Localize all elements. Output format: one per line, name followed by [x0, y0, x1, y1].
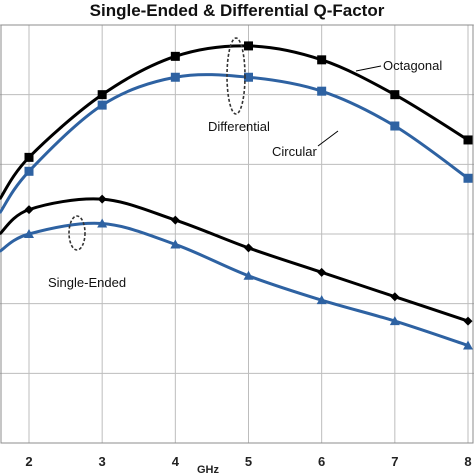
data-point	[463, 316, 473, 326]
x-axis-label: GHz	[197, 464, 220, 474]
data-point	[170, 215, 180, 225]
differential-ellipse	[226, 37, 246, 115]
x-tick-label: 7	[391, 454, 398, 469]
x-tick-label: 5	[245, 454, 252, 469]
series-single-ended-2	[0, 194, 473, 326]
data-point	[390, 292, 400, 302]
series-line	[0, 221, 469, 347]
circular-leader	[317, 130, 339, 147]
data-point	[97, 90, 107, 100]
data-point	[24, 205, 34, 215]
data-point	[170, 51, 180, 61]
data-point	[463, 340, 473, 350]
series-circular	[0, 72, 473, 214]
series-single-ended-3	[0, 218, 473, 350]
series-octagonal	[0, 41, 473, 201]
data-point	[316, 295, 327, 305]
data-point	[317, 86, 327, 96]
data-point	[463, 135, 473, 145]
data-point	[317, 55, 327, 65]
data-point	[97, 100, 107, 110]
x-tick-label: 6	[318, 454, 325, 469]
data-point	[24, 229, 34, 238]
data-point	[24, 152, 34, 162]
x-tick-label: 2	[25, 454, 32, 469]
data-point	[317, 267, 327, 277]
data-point	[390, 90, 400, 100]
data-point	[389, 316, 400, 326]
data-point	[243, 270, 254, 280]
series-line	[0, 197, 469, 323]
series-layer	[0, 41, 473, 350]
data-point	[97, 194, 107, 204]
x-tick-label: 4	[172, 454, 180, 469]
grid	[0, 24, 474, 443]
tick-labels: 2 3 4 5 6 7 8 GHz	[25, 454, 471, 474]
octagonal-label: Octagonal	[383, 58, 442, 73]
data-point	[463, 173, 473, 183]
single-ended-ellipse	[68, 215, 86, 251]
x-tick-label: 8	[464, 454, 471, 469]
data-point	[244, 243, 253, 253]
data-point	[390, 121, 400, 131]
x-tick-label: 3	[99, 454, 106, 469]
single-ended-label: Single-Ended	[48, 275, 126, 290]
data-point	[170, 239, 181, 249]
data-point	[97, 218, 108, 228]
chart-title: Single-Ended & Differential Q-Factor	[89, 1, 385, 20]
differential-label: Differential	[208, 119, 270, 134]
data-point	[170, 72, 180, 82]
circular-label: Circular	[272, 144, 317, 159]
octagonal-leader	[355, 65, 382, 72]
data-point	[244, 41, 253, 51]
data-point	[244, 72, 253, 82]
data-point	[24, 166, 34, 176]
